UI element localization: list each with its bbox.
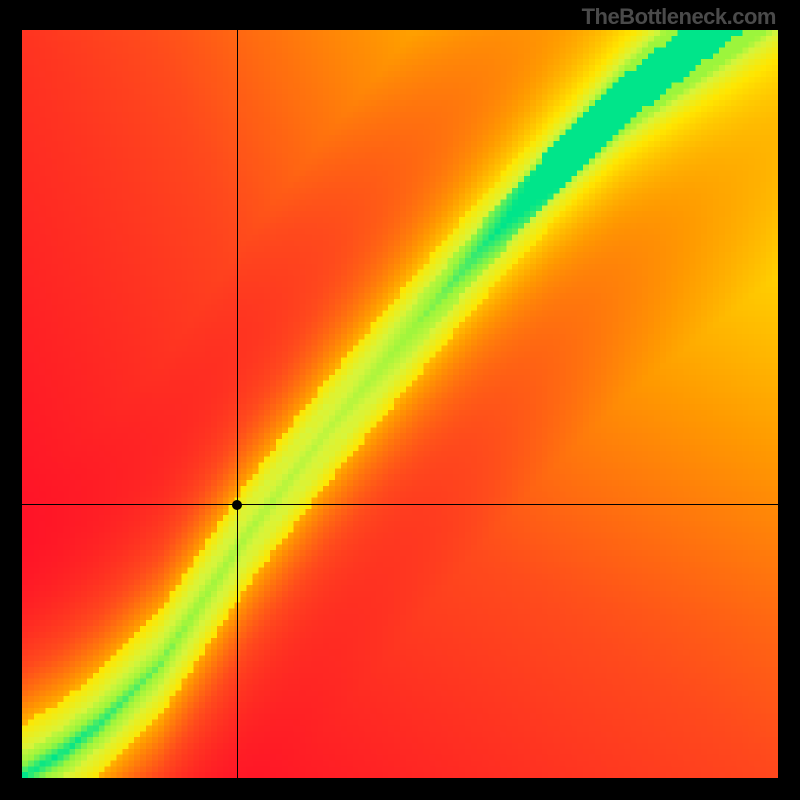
plot-frame xyxy=(22,30,778,778)
heatmap-canvas xyxy=(22,30,778,778)
crosshair-horizontal xyxy=(22,504,778,505)
chart-container: TheBottleneck.com xyxy=(0,0,800,800)
watermark-text: TheBottleneck.com xyxy=(582,4,776,30)
crosshair-marker xyxy=(232,500,242,510)
crosshair-vertical xyxy=(237,30,238,778)
